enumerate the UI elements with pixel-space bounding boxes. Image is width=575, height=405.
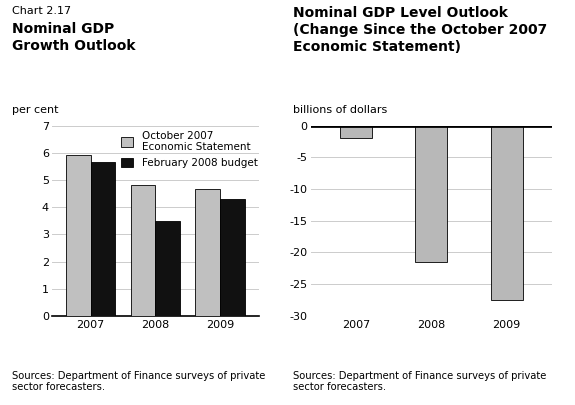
Text: Nominal GDP
Growth Outlook: Nominal GDP Growth Outlook (12, 22, 135, 53)
Text: per cent: per cent (12, 105, 58, 115)
Text: Nominal GDP Level Outlook
(Change Since the October 2007
Economic Statement): Nominal GDP Level Outlook (Change Since … (293, 6, 547, 53)
Bar (66, 156, 91, 316)
Text: Sources: Department of Finance surveys of private
sector forecasters.: Sources: Department of Finance surveys o… (293, 371, 547, 392)
Legend: October 2007
Economic Statement, February 2008 budget: October 2007 Economic Statement, Februar… (121, 131, 258, 168)
Bar (131, 185, 155, 316)
Bar (91, 162, 115, 316)
Text: Sources: Department of Finance surveys of private
sector forecasters.: Sources: Department of Finance surveys o… (12, 371, 265, 392)
Bar (220, 199, 244, 316)
Text: billions of dollars: billions of dollars (293, 105, 388, 115)
Bar (491, 126, 523, 300)
Text: Chart 2.17: Chart 2.17 (12, 6, 71, 16)
Bar (415, 126, 447, 262)
Bar (196, 190, 220, 316)
Bar (340, 126, 371, 138)
Bar (155, 221, 180, 316)
